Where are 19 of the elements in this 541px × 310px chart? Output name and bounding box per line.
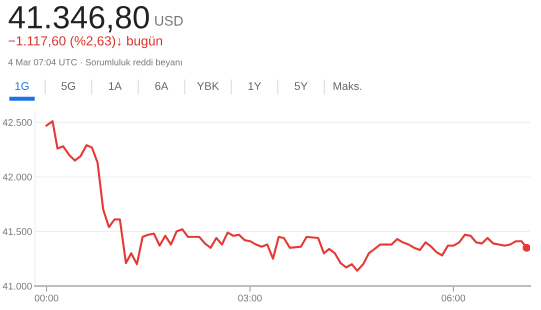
y-tick-label: 41.000 — [2, 282, 32, 290]
text: USD — [155, 16, 183, 26]
text: 4 Mar 07:04 UTC · Sorumluluk reddi beyanı — [8, 58, 182, 68]
text: 6A — [155, 82, 168, 90]
chart-subtitle: −1.117,60 (%2,63)↓ bugün — [8, 36, 162, 48]
x-tick-label: 03:00 — [238, 294, 262, 302]
text: 5Y — [294, 82, 308, 90]
text: Maks. — [334, 82, 362, 90]
x-tick-label: 06:00 — [442, 294, 466, 302]
text: 1A — [109, 82, 122, 90]
y-tick-label: 42.500 — [2, 119, 32, 126]
text: YBK — [197, 82, 219, 90]
text: 1G — [15, 82, 29, 90]
chart-title: 41.346,80 — [8, 6, 149, 32]
text: 1Y — [248, 82, 262, 90]
y-tick-label: 42.000 — [2, 174, 32, 180]
y-tick-label: 41.500 — [2, 228, 32, 236]
text: 5G — [62, 82, 76, 90]
x-tick-label: 00:00 — [34, 294, 58, 302]
